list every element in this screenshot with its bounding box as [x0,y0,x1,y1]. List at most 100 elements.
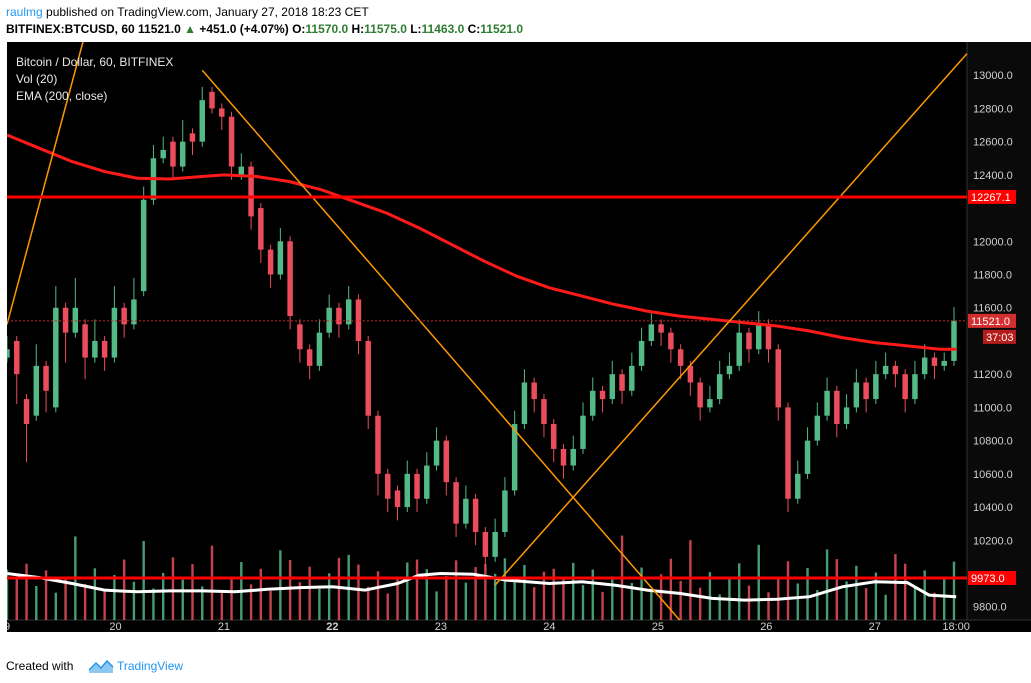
volume-bar [54,592,58,620]
volume-bar [171,557,175,620]
high-label: H: [351,22,365,36]
high-value: 11575.0 [364,22,407,36]
volume-bar [855,565,858,620]
price-tick-label: 10600.0 [973,469,1013,481]
legend-title: Bitcoin / Dollar, 60, BITFINEX [16,55,174,69]
volume-bar [298,582,302,620]
volume-bar [249,584,253,620]
candle-body [131,299,137,325]
candle-body [755,324,762,350]
candle-body [785,407,791,499]
price-tick-label: 13000.0 [973,70,1013,82]
candle-body [531,382,537,400]
volume-bar [435,591,438,620]
volume-bar [7,569,9,620]
volume-bar [640,567,643,620]
volume-bar [484,564,487,620]
candle-body [336,307,342,325]
time-tick-label: 27 [869,621,881,632]
last-price-tag [968,313,1016,328]
open-label: O: [292,22,306,36]
username-link[interactable]: raulmg [6,5,43,19]
volume-bar [572,562,575,620]
low-label: L: [410,22,422,36]
candle-body [404,473,411,508]
candle-body [345,299,352,325]
volume-bar [903,563,907,620]
candle-body [912,374,918,400]
candle-body [306,349,313,366]
candle-body [179,141,186,167]
price-tick-label: 9800.0 [973,602,1007,614]
candle-body [658,324,664,333]
tradingview-link[interactable]: TradingView [117,659,184,673]
candle-body [472,498,479,532]
volume-bar [786,561,790,620]
candle-body [892,365,899,375]
volume-bar [493,573,497,620]
candle-body [140,199,147,292]
volume-bar [659,574,663,620]
volume-bar [611,576,614,620]
price-tick-label: 10800.0 [973,436,1013,448]
candle-body [677,349,684,366]
up-arrow-icon: ▲ [184,22,196,36]
volume-bar [523,564,526,620]
candle-body [394,490,401,508]
candle-body [228,116,235,167]
price-chart[interactable]: 9800.0 10200.0 10400.0 10600.0 10800.0 11000.… [7,42,1031,632]
candle-body [443,440,450,483]
volume-bar [406,562,409,620]
candle-body [238,166,245,175]
volume-bar [825,549,829,620]
volume-bar [562,578,565,620]
volume-bar [93,568,97,620]
volume-bar [513,580,516,620]
volume-bar [113,575,116,620]
candle-body [687,365,694,383]
candle-body [590,390,596,416]
trendline [201,69,681,621]
volume-bar [933,592,936,620]
candle-body [619,374,625,391]
candle-body [463,498,469,524]
volume-bar [943,577,946,620]
volume-bar [35,585,38,620]
candle-body [482,531,489,557]
volume-bar [445,575,448,620]
candle-body [297,324,303,350]
countdown-label: 37:03 [986,332,1014,344]
candle-body [853,382,860,408]
volume-bar [630,583,634,620]
tradingview-logo-icon[interactable] [88,658,114,674]
candle-body [101,340,108,358]
price-tick-label: 11000.0 [973,402,1012,414]
candle-body [921,357,928,375]
candle-body [599,390,606,400]
candle-body [609,374,616,400]
chart-background [7,42,1031,632]
volume-bar [767,592,770,620]
volume-bar [874,572,878,620]
price-tick-label: 12800.0 [973,103,1013,115]
volume-bar [279,550,282,620]
volume-bar [201,586,204,620]
candle-body [824,390,830,416]
candle-body [111,307,118,358]
volume-bar [386,593,389,620]
candle-body [258,208,264,250]
price-tick-label: 12600.0 [973,137,1013,149]
candle-body [736,332,742,366]
candle-body [219,108,225,117]
candle-body [882,365,889,375]
close-label: C: [467,22,481,36]
volume-bar [288,559,292,620]
candle-body [287,241,293,317]
change-text: +451.0 (+4.07%) [199,22,289,36]
volume-bar [796,583,799,620]
volume-bar [415,559,419,620]
candle-body [902,374,908,400]
volume-bar [747,585,751,620]
volume-bar [845,581,848,620]
created-with-text: Created with [6,659,74,673]
